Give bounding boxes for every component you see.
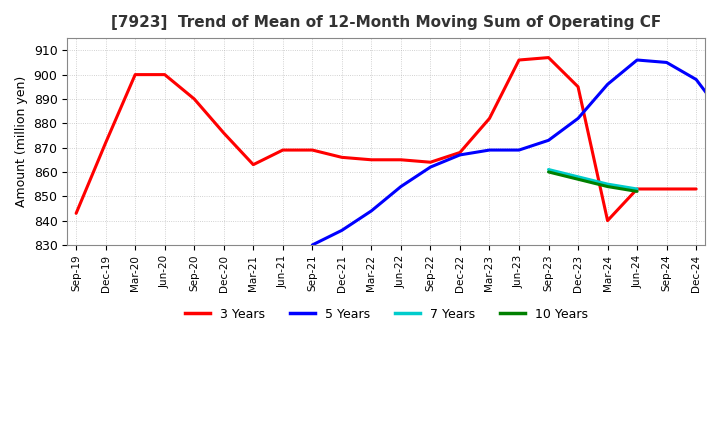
5 Years: [544, 138, 553, 143]
5 Years: [485, 147, 494, 153]
5 Years: [574, 116, 582, 121]
5 Years: [662, 60, 671, 65]
7 Years: [544, 167, 553, 172]
3 Years: [574, 84, 582, 89]
5 Years: [426, 165, 435, 170]
3 Years: [367, 157, 376, 162]
3 Years: [190, 96, 199, 102]
Line: 3 Years: 3 Years: [76, 58, 696, 220]
Legend: 3 Years, 5 Years, 7 Years, 10 Years: 3 Years, 5 Years, 7 Years, 10 Years: [179, 303, 593, 326]
3 Years: [515, 57, 523, 62]
Line: 10 Years: 10 Years: [549, 172, 637, 191]
3 Years: [102, 140, 110, 145]
7 Years: [574, 174, 582, 180]
3 Years: [220, 130, 228, 136]
10 Years: [574, 176, 582, 182]
3 Years: [397, 157, 405, 162]
10 Years: [544, 169, 553, 175]
10 Years: [603, 184, 612, 189]
3 Years: [692, 187, 701, 192]
Line: 5 Years: 5 Years: [312, 60, 720, 245]
Y-axis label: Amount (million yen): Amount (million yen): [15, 76, 28, 207]
7 Years: [603, 181, 612, 187]
3 Years: [662, 187, 671, 192]
3 Years: [131, 72, 140, 77]
5 Years: [308, 242, 317, 248]
5 Years: [692, 77, 701, 82]
10 Years: [633, 189, 642, 194]
3 Years: [72, 211, 81, 216]
Title: [7923]  Trend of Mean of 12-Month Moving Sum of Operating CF: [7923] Trend of Mean of 12-Month Moving …: [111, 15, 661, 30]
3 Years: [279, 147, 287, 153]
3 Years: [633, 187, 642, 192]
3 Years: [249, 162, 258, 167]
5 Years: [515, 147, 523, 153]
5 Years: [603, 82, 612, 87]
3 Years: [308, 147, 317, 153]
Line: 7 Years: 7 Years: [549, 169, 637, 189]
3 Years: [456, 150, 464, 155]
5 Years: [338, 228, 346, 233]
3 Years: [426, 160, 435, 165]
7 Years: [633, 187, 642, 192]
5 Years: [397, 184, 405, 189]
3 Years: [338, 155, 346, 160]
5 Years: [367, 208, 376, 213]
3 Years: [603, 218, 612, 223]
5 Years: [456, 152, 464, 158]
3 Years: [485, 116, 494, 121]
3 Years: [544, 55, 553, 60]
3 Years: [161, 72, 169, 77]
5 Years: [633, 57, 642, 62]
